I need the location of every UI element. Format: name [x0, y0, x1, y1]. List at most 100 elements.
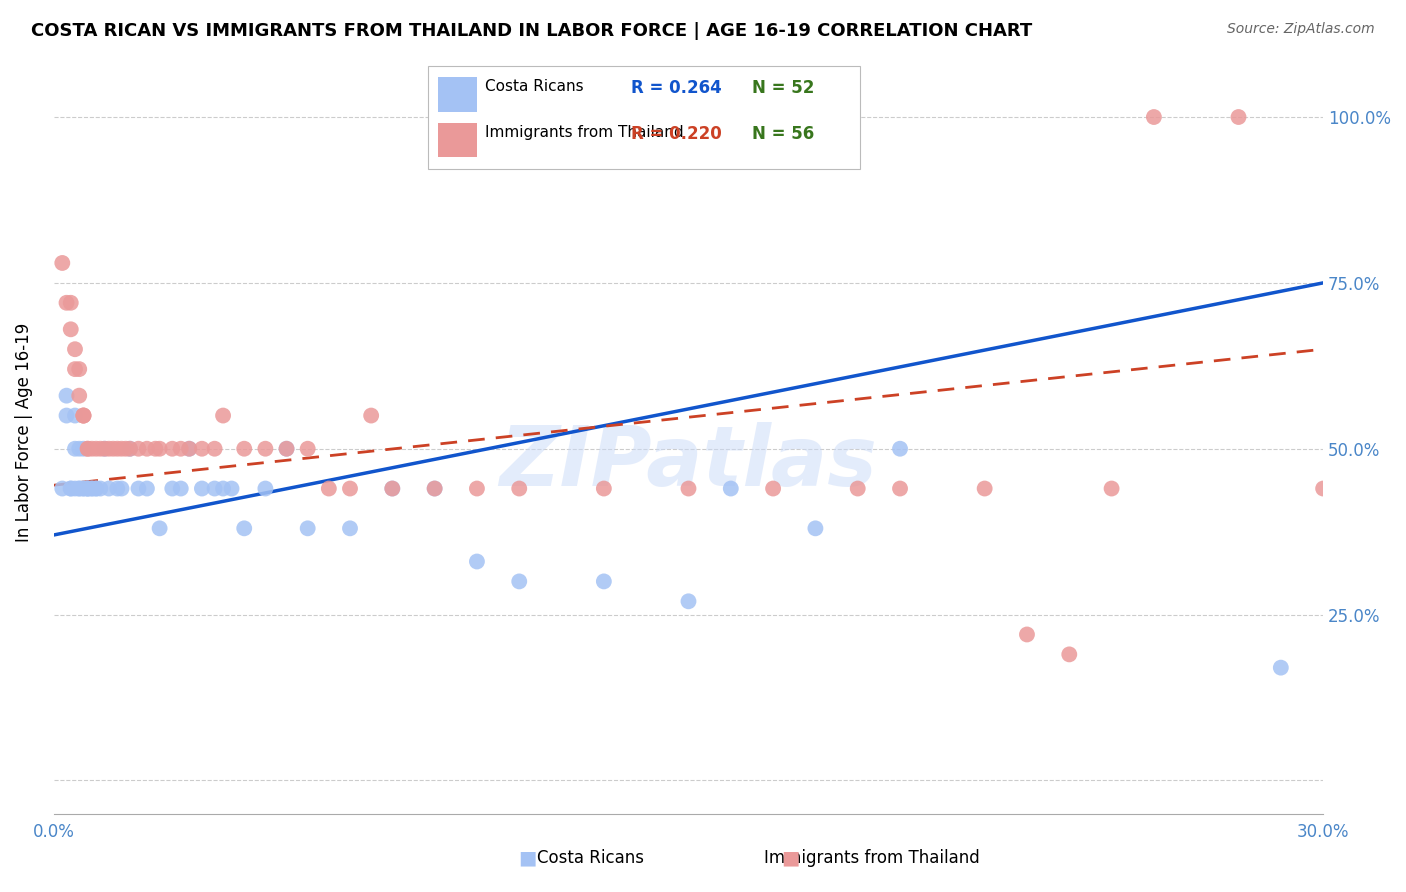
Point [67, 482, 90, 496]
Point [127, 442, 149, 456]
Point [76, 482, 98, 496]
Point [145, 442, 167, 456]
Point [973, 482, 995, 496]
Point [105, 482, 128, 496]
Point [1101, 482, 1123, 496]
Point [170, 442, 193, 456]
Point [76, 482, 98, 496]
Point [804, 521, 827, 535]
Point [254, 482, 277, 496]
FancyBboxPatch shape [429, 66, 860, 169]
Text: N = 52: N = 52 [752, 78, 814, 97]
Point [80, 482, 103, 496]
Point [72, 482, 94, 496]
Point [93, 442, 115, 456]
Point [110, 442, 132, 456]
Point [508, 482, 530, 496]
Point [204, 442, 226, 456]
Point [67, 389, 90, 403]
FancyBboxPatch shape [439, 78, 477, 112]
Text: R = 0.220: R = 0.220 [631, 125, 723, 143]
Point [1270, 660, 1292, 674]
Point [59, 322, 82, 336]
Text: Immigrants from Thailand: Immigrants from Thailand [763, 849, 980, 867]
Point [76, 482, 98, 496]
Point [72, 409, 94, 423]
Point [72, 442, 94, 456]
Point [84, 442, 107, 456]
Text: ■: ■ [517, 848, 537, 867]
Point [1227, 110, 1250, 124]
Point [67, 482, 90, 496]
Point [149, 521, 172, 535]
Point [97, 442, 120, 456]
Y-axis label: In Labor Force | Age 16-19: In Labor Force | Age 16-19 [15, 323, 32, 541]
Point [59, 482, 82, 496]
Text: Immigrants from Thailand: Immigrants from Thailand [485, 125, 685, 140]
Point [162, 482, 184, 496]
Point [191, 442, 214, 456]
Point [889, 482, 911, 496]
Point [212, 482, 235, 496]
Text: R = 0.264: R = 0.264 [631, 78, 723, 97]
Point [889, 442, 911, 456]
Point [276, 442, 298, 456]
Point [89, 442, 111, 456]
Point [80, 442, 103, 456]
Point [276, 442, 298, 456]
Point [63, 342, 86, 356]
Point [297, 442, 319, 456]
Point [191, 482, 214, 496]
Point [149, 442, 172, 456]
Point [63, 442, 86, 456]
Point [423, 482, 446, 496]
Point [1143, 110, 1166, 124]
Point [97, 482, 120, 496]
Text: Costa Ricans: Costa Ricans [537, 849, 644, 867]
Point [1059, 648, 1081, 662]
Point [80, 482, 103, 496]
Point [381, 482, 404, 496]
Point [76, 442, 98, 456]
Point [678, 594, 700, 608]
Point [465, 482, 488, 496]
Point [233, 442, 256, 456]
Point [93, 442, 115, 456]
Point [423, 482, 446, 496]
Point [135, 442, 157, 456]
Point [59, 295, 82, 310]
Point [67, 362, 90, 376]
Point [63, 409, 86, 423]
Point [101, 442, 124, 456]
Point [170, 482, 193, 496]
Point [678, 482, 700, 496]
Point [89, 482, 111, 496]
Point [63, 362, 86, 376]
Point [179, 442, 201, 456]
Point [118, 442, 141, 456]
Point [63, 482, 86, 496]
Point [76, 442, 98, 456]
Point [110, 482, 132, 496]
Point [297, 521, 319, 535]
Point [51, 482, 73, 496]
Point [762, 482, 785, 496]
Point [846, 482, 869, 496]
Point [1015, 627, 1038, 641]
Point [55, 389, 77, 403]
Point [592, 574, 614, 589]
Point [339, 482, 361, 496]
Text: COSTA RICAN VS IMMIGRANTS FROM THAILAND IN LABOR FORCE | AGE 16-19 CORRELATION C: COSTA RICAN VS IMMIGRANTS FROM THAILAND … [31, 22, 1032, 40]
Point [508, 574, 530, 589]
Point [105, 442, 128, 456]
Point [72, 482, 94, 496]
Point [84, 482, 107, 496]
Point [67, 442, 90, 456]
Point [118, 442, 141, 456]
Point [51, 256, 73, 270]
Point [55, 409, 77, 423]
Point [254, 442, 277, 456]
Point [339, 521, 361, 535]
Text: ■: ■ [780, 848, 800, 867]
FancyBboxPatch shape [439, 123, 477, 158]
